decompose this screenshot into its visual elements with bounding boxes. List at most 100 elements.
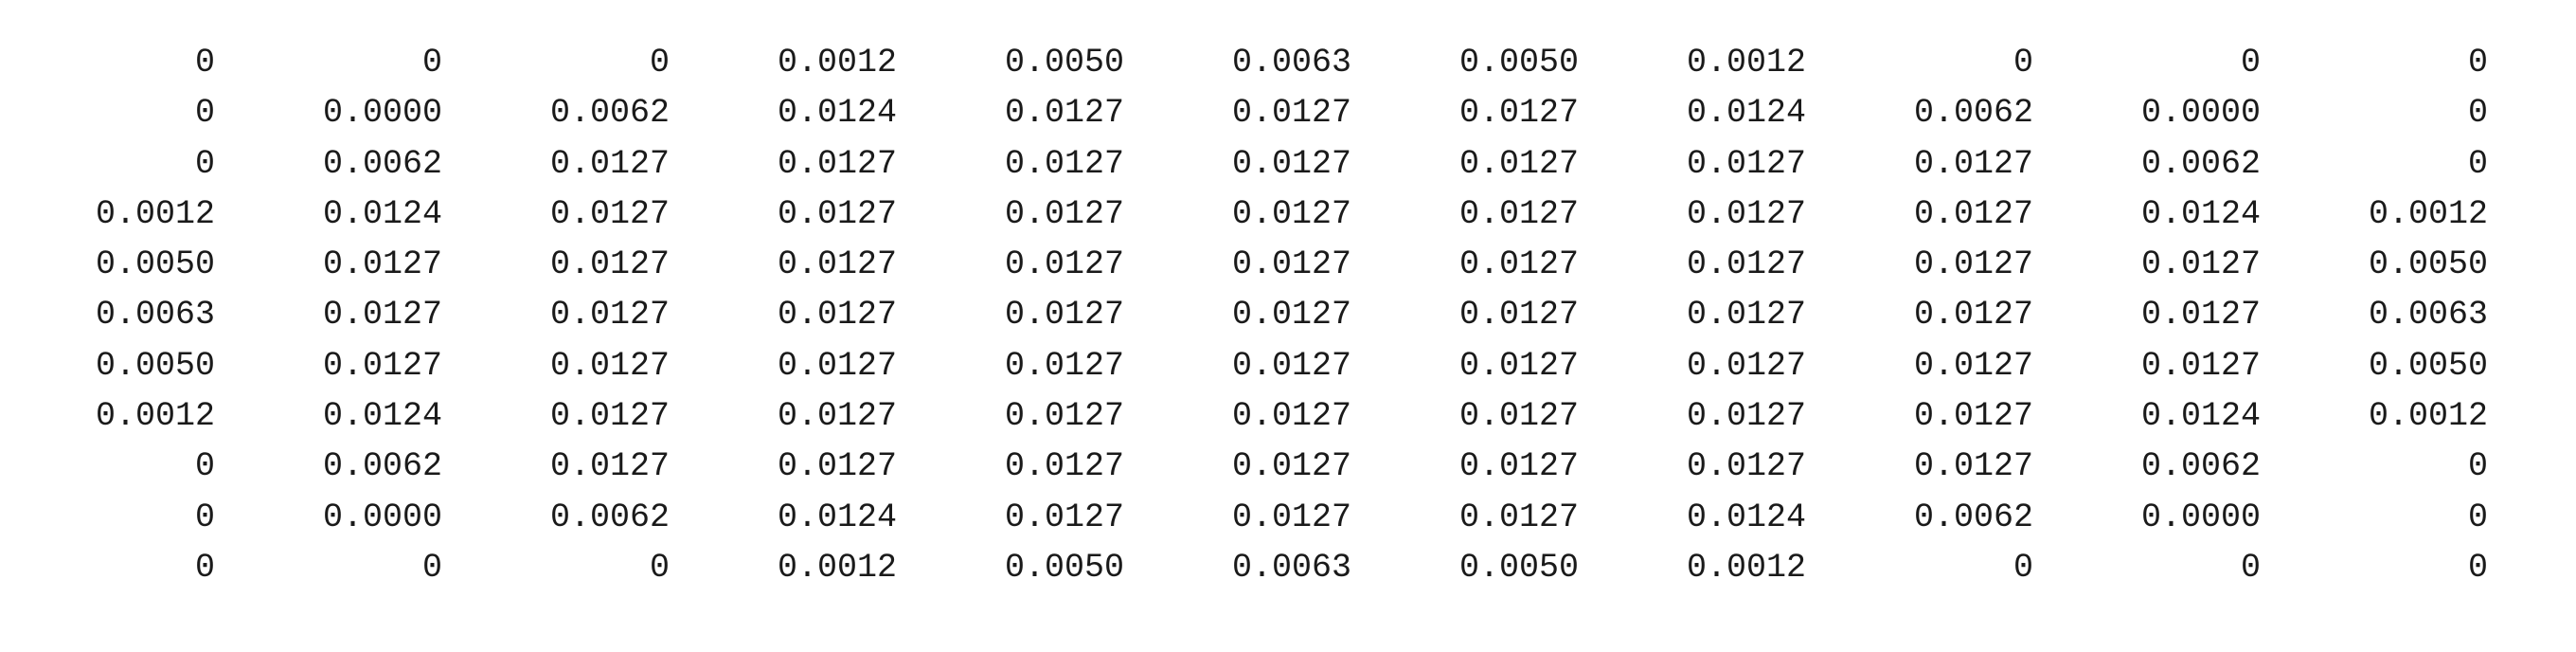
matrix-cell: 0.0127 — [1231, 245, 1351, 284]
matrix-cell: 0.0000 — [322, 94, 442, 133]
matrix-cell: 0.0127 — [1458, 397, 1579, 436]
matrix-cell: 0.0127 — [1231, 498, 1351, 536]
matrix-cell: 0 — [2467, 144, 2488, 183]
matrix-cell: 0.0062 — [322, 447, 442, 486]
matrix-cell: 0.0127 — [1458, 144, 1579, 183]
matrix-cell: 0 — [2240, 548, 2261, 587]
matrix-row: 0 0.0000 0.0062 0.0124 0.0127 0.0127 0.0127 0.0… — [0, 493, 2576, 543]
matrix-cell: 0.0127 — [549, 245, 670, 284]
matrix-cell: 0.0127 — [549, 194, 670, 233]
matrix-cell: 0.0127 — [1913, 296, 2033, 335]
matrix-cell: 0.0012 — [777, 548, 897, 587]
matrix-cell: 0.0127 — [1004, 346, 1124, 385]
matrix-cell: 0.0127 — [1004, 245, 1124, 284]
matrix-cell: 0 — [649, 548, 670, 587]
matrix-row: 0 0.0000 0.0062 0.0124 0.0127 0.0127 0.0127 0.0… — [0, 88, 2576, 138]
matrix-cell: 0.0127 — [1913, 144, 2033, 183]
matrix-cell: 0 — [2240, 44, 2261, 82]
matrix-cell: 0.0124 — [1686, 498, 1806, 536]
matrix-row: 0.0063 0.0127 0.0127 0.0127 0.0127 0.0127 0.01… — [0, 290, 2576, 340]
matrix-cell: 0 — [2467, 498, 2488, 536]
matrix-cell: 0.0127 — [1913, 447, 2033, 486]
matrix-cell: 0.0127 — [1231, 397, 1351, 436]
matrix-cell: 0.0127 — [1686, 346, 1806, 385]
matrix-cell: 0.0127 — [1458, 194, 1579, 233]
matrix-cell: 0.0127 — [1004, 296, 1124, 335]
matrix-cell: 0.0012 — [2368, 194, 2488, 233]
matrix-cell: 0.0127 — [777, 296, 897, 335]
matrix-cell: 0 — [421, 548, 442, 587]
matrix-cell: 0.0127 — [2140, 245, 2261, 284]
matrix-cell: 0.0012 — [95, 397, 215, 436]
matrix-cell: 0.0127 — [1913, 346, 2033, 385]
matrix-cell: 0.0063 — [95, 296, 215, 335]
matrix-cell: 0.0050 — [1004, 44, 1124, 82]
matrix-cell: 0.0000 — [322, 498, 442, 536]
matrix-cell: 0.0012 — [95, 194, 215, 233]
matrix-cell: 0.0127 — [549, 346, 670, 385]
matrix-cell: 0.0127 — [1004, 144, 1124, 183]
matrix-cell: 0.0062 — [2140, 144, 2261, 183]
matrix-cell: 0.0062 — [322, 144, 442, 183]
matrix-cell: 0.0127 — [1231, 194, 1351, 233]
matrix-cell: 0.0127 — [322, 346, 442, 385]
matrix-cell: 0.0124 — [777, 94, 897, 133]
matrix-cell: 0.0062 — [549, 498, 670, 536]
matrix-cell: 0.0063 — [1231, 548, 1351, 587]
matrix-cell: 0.0127 — [322, 245, 442, 284]
matrix-cell: 0 — [194, 144, 215, 183]
matrix-cell: 0.0127 — [1004, 94, 1124, 133]
matrix-cell: 0.0012 — [2368, 397, 2488, 436]
matrix-cell: 0.0012 — [1686, 548, 1806, 587]
matrix-cell: 0.0127 — [777, 245, 897, 284]
matrix-cell: 0.0124 — [2140, 194, 2261, 233]
matrix-cell: 0.0127 — [1686, 245, 1806, 284]
matrix-cell: 0.0127 — [1231, 447, 1351, 486]
matrix-cell: 0.0050 — [1004, 548, 1124, 587]
matrix-cell: 0.0124 — [777, 498, 897, 536]
matrix-cell: 0.0127 — [1004, 447, 1124, 486]
matrix-cell: 0.0063 — [1231, 44, 1351, 82]
matrix-cell: 0.0127 — [1686, 194, 1806, 233]
matrix-cell: 0 — [2012, 548, 2033, 587]
matrix-cell: 0.0127 — [1913, 194, 2033, 233]
matrix-cell: 0.0127 — [1458, 296, 1579, 335]
matrix-cell: 0.0127 — [1686, 397, 1806, 436]
matrix-cell: 0.0127 — [2140, 296, 2261, 335]
matrix-output: 0 0 0 0.0012 0.0050 0.0063 0.0050 0.0012 0 0 0 0 0.0… — [0, 38, 2576, 593]
matrix-cell: 0.0127 — [1686, 296, 1806, 335]
matrix-cell: 0.0124 — [322, 194, 442, 233]
matrix-cell: 0 — [649, 44, 670, 82]
matrix-cell: 0 — [194, 44, 215, 82]
matrix-cell: 0.0127 — [549, 397, 670, 436]
matrix-cell: 0.0127 — [1686, 447, 1806, 486]
matrix-cell: 0.0062 — [2140, 447, 2261, 486]
matrix-cell: 0.0127 — [1231, 296, 1351, 335]
matrix-cell: 0 — [2467, 548, 2488, 587]
matrix-cell: 0.0127 — [549, 296, 670, 335]
matrix-cell: 0.0127 — [1458, 447, 1579, 486]
matrix-cell: 0.0127 — [1004, 194, 1124, 233]
matrix-cell: 0.0000 — [2140, 498, 2261, 536]
matrix-cell: 0 — [2467, 44, 2488, 82]
matrix-cell: 0.0127 — [1458, 245, 1579, 284]
matrix-row: 0.0012 0.0124 0.0127 0.0127 0.0127 0.0127 0.01… — [0, 391, 2576, 442]
matrix-cell: 0.0050 — [1458, 44, 1579, 82]
matrix-cell: 0.0127 — [1458, 346, 1579, 385]
matrix-cell: 0.0012 — [1686, 44, 1806, 82]
matrix-row: 0.0012 0.0124 0.0127 0.0127 0.0127 0.0127 0.01… — [0, 190, 2576, 240]
matrix-cell: 0 — [194, 548, 215, 587]
matrix-cell: 0.0127 — [777, 397, 897, 436]
matrix-cell: 0.0127 — [549, 447, 670, 486]
matrix-cell: 0.0127 — [549, 144, 670, 183]
matrix-row: 0 0 0 0.0012 0.0050 0.0063 0.0050 0.0012 0 0 0 — [0, 38, 2576, 88]
matrix-cell: 0.0127 — [1231, 144, 1351, 183]
matrix-cell: 0.0127 — [2140, 346, 2261, 385]
matrix-cell: 0.0062 — [549, 94, 670, 133]
matrix-cell: 0.0050 — [1458, 548, 1579, 587]
matrix-cell: 0.0127 — [322, 296, 442, 335]
matrix-cell: 0.0000 — [2140, 94, 2261, 133]
matrix-cell: 0.0050 — [95, 346, 215, 385]
matrix-cell: 0.0124 — [322, 397, 442, 436]
matrix-cell: 0.0127 — [1458, 94, 1579, 133]
